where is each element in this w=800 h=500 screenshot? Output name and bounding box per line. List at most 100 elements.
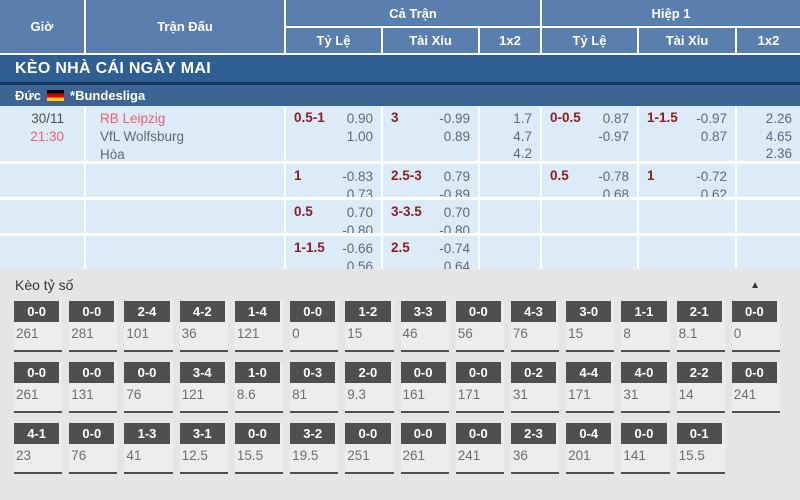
score-label: 0-2 xyxy=(510,362,557,383)
handicap-line: 1 xyxy=(647,168,655,183)
score-label: 0-0 xyxy=(455,301,501,322)
odd-value: -0.72 xyxy=(696,169,727,184)
team-home[interactable]: RB Leipzig xyxy=(100,111,166,126)
odds-ft-hdp-cell[interactable]: 1-1.5 -0.66 0.56 xyxy=(286,236,381,269)
draw-label[interactable]: Hòa xyxy=(100,146,125,161)
correct-score-section: Kèo tỷ số ▲ 0-0 261 0-0 281 2-4 101 4-2 36 1-4 12… xyxy=(0,269,800,500)
score-label: 0-0 xyxy=(290,301,336,322)
score-cell[interactable]: 1-2 15 xyxy=(345,301,394,352)
score-cell[interactable]: 0-3 81 xyxy=(290,362,339,413)
score-cell[interactable]: 0-0 251 xyxy=(345,423,394,474)
odds-h1-ou-cell[interactable]: 1-1.5 -0.97 0.87 xyxy=(639,106,735,161)
score-cell[interactable]: 4-3 76 xyxy=(510,301,560,352)
odd-value: -0.74 xyxy=(439,241,470,256)
score-cell[interactable]: 4-0 31 xyxy=(621,362,670,413)
score-cell[interactable]: 2-2 14 xyxy=(676,362,725,413)
score-cell[interactable]: 2-0 9.3 xyxy=(345,362,394,413)
score-cell[interactable]: 0-2 31 xyxy=(510,362,560,413)
score-label: 0-4 xyxy=(566,423,612,444)
score-label: 0-0 xyxy=(69,301,115,322)
score-cell[interactable]: 0-0 56 xyxy=(455,301,504,352)
odds-h1-ou-cell[interactable]: 1 -0.72 0.62 xyxy=(639,164,735,197)
league-row[interactable]: Đức *Bundesliga xyxy=(0,82,800,106)
score-odd-value: 0 xyxy=(292,326,300,341)
score-cell[interactable]: 0-0 261 xyxy=(400,423,449,474)
score-cell[interactable]: 0-0 161 xyxy=(400,362,449,413)
score-cell[interactable]: 4-2 36 xyxy=(179,301,228,352)
score-cell[interactable]: 0-0 131 xyxy=(69,362,118,413)
score-cell[interactable]: 0-4 201 xyxy=(566,423,615,474)
score-cell[interactable]: 1-3 41 xyxy=(124,423,173,474)
score-odd-value: 101 xyxy=(126,326,149,341)
score-cell[interactable]: 3-3 46 xyxy=(400,301,449,352)
team-away[interactable]: VfL Wolfsburg xyxy=(100,128,185,144)
score-cell[interactable]: 0-1 15.5 xyxy=(676,423,725,474)
score-cell[interactable]: 0-0 0 xyxy=(290,301,339,352)
score-odd-value: 12.5 xyxy=(181,448,208,463)
score-label: 4-4 xyxy=(566,362,612,383)
score-odd-value: 131 xyxy=(71,387,94,402)
odds-ft-1x2-cell xyxy=(480,164,540,197)
odds-ft-hdp-cell[interactable]: 0.5-1 0.90 1.00 xyxy=(286,106,381,161)
score-cell[interactable]: 0-0 241 xyxy=(455,423,504,474)
match-date: 30/11 xyxy=(31,111,64,126)
score-cell[interactable]: 0-0 141 xyxy=(621,423,670,474)
match-cell[interactable]: RB Leipzig VfL Wolfsburg Hòa xyxy=(86,106,284,161)
odds-ft-hdp-cell[interactable]: 1 -0.83 0.73 xyxy=(286,164,381,197)
1x2-odd-value: 2.36 xyxy=(765,146,792,161)
odds-ft-hdp-cell[interactable]: 0.5 0.70 -0.80 xyxy=(286,200,381,233)
score-cell[interactable]: 3-2 19.5 xyxy=(290,423,339,474)
tomorrow-odds-banner: KÈO NHÀ CÁI NGÀY MAI xyxy=(0,55,800,82)
collapse-triangle-up-icon[interactable]: ▲ xyxy=(750,279,760,291)
score-odd-value: 251 xyxy=(347,448,370,463)
score-label: 1-0 xyxy=(234,362,281,383)
correct-score-header: Kèo tỷ số ▲ xyxy=(0,269,800,299)
odds-h1-hdp-cell[interactable]: 0-0.5 0.87 -0.97 xyxy=(542,106,637,161)
score-cell[interactable]: 1-4 121 xyxy=(234,301,284,352)
score-cell[interactable]: 4-4 171 xyxy=(566,362,615,413)
score-cell[interactable]: 1-1 8 xyxy=(621,301,670,352)
score-cell[interactable]: 1-0 8.6 xyxy=(234,362,284,413)
time-cell xyxy=(0,236,84,269)
score-cell[interactable]: 0-0 241 xyxy=(731,362,780,413)
odds-ft-ou-cell[interactable]: 2.5 -0.74 0.64 xyxy=(383,236,478,269)
score-cell[interactable]: 0-0 171 xyxy=(455,362,504,413)
time-cell xyxy=(0,200,84,233)
odds-values: -0.99 0.89 xyxy=(439,110,470,145)
score-cell[interactable]: 4-1 23 xyxy=(14,423,63,474)
score-cell[interactable]: 0-0 261 xyxy=(14,362,63,413)
odds-table-header: Giờ Trận Đấu Cả Trận Hiệp 1 Tỷ Lệ Tài Xỉ… xyxy=(0,0,800,55)
score-odd-value: 241 xyxy=(457,448,481,463)
score-cell[interactable]: 3-4 121 xyxy=(179,362,228,413)
score-cell[interactable]: 0-0 76 xyxy=(69,423,118,474)
score-cell[interactable]: 0-0 0 xyxy=(731,301,780,352)
score-cell[interactable]: 0-0 76 xyxy=(124,362,173,413)
score-cell[interactable]: 0-0 261 xyxy=(14,301,63,352)
odds-ft-1x2-cell[interactable]: 1.7 4.7 4.2 xyxy=(480,106,540,161)
score-cell[interactable]: 3-1 12.5 xyxy=(179,423,228,474)
odds-ft-ou-cell[interactable]: 2.5-3 0.79 -0.89 xyxy=(383,164,478,197)
odd-value: -0.66 xyxy=(342,241,373,256)
score-cell[interactable]: 2-1 8.1 xyxy=(676,301,725,352)
score-odd-value: 23 xyxy=(16,448,32,463)
score-cell[interactable]: 0-0 281 xyxy=(69,301,118,352)
score-cell[interactable]: 0-0 15.5 xyxy=(234,423,284,474)
odds-h1-hdp-cell[interactable]: 0.5 -0.78 0.68 xyxy=(542,164,637,197)
odds-values: 0.79 -0.89 xyxy=(439,168,470,197)
score-cell[interactable]: 2-3 36 xyxy=(510,423,560,474)
odds-ft-ou-cell[interactable]: 3 -0.99 0.89 xyxy=(383,106,478,161)
score-label: 0-0 xyxy=(14,301,60,322)
score-label: 1-1 xyxy=(621,301,667,322)
score-odd-value: 171 xyxy=(457,387,481,402)
score-odd-value: 81 xyxy=(292,387,308,402)
score-label: 0-0 xyxy=(400,362,446,383)
score-odd-value: 41 xyxy=(126,448,142,463)
odds-ft-ou-cell[interactable]: 3-3.5 0.70 -0.80 xyxy=(383,200,478,233)
odds-h1-1x2-cell[interactable]: 2.26 4.65 2.36 xyxy=(737,106,800,161)
header-first-half-group: Hiệp 1 xyxy=(542,0,800,26)
score-label: 0-0 xyxy=(234,423,281,444)
odds-values: 0.70 -0.80 xyxy=(342,204,373,233)
odds-values: 0.90 1.00 xyxy=(347,110,373,145)
score-cell[interactable]: 3-0 15 xyxy=(566,301,615,352)
score-cell[interactable]: 2-4 101 xyxy=(124,301,173,352)
